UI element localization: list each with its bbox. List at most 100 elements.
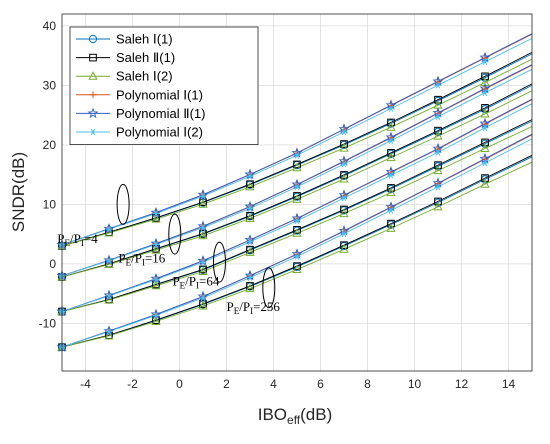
- star-marker: [432, 142, 444, 154]
- square-marker: [340, 205, 348, 214]
- data-point: [481, 159, 489, 167]
- triangle-marker: [386, 152, 396, 162]
- data-point: [432, 75, 444, 87]
- triangle-marker: [386, 187, 396, 197]
- y-tick-label: 10: [43, 197, 57, 211]
- triangle-marker: [386, 223, 396, 232]
- data-point: [89, 53, 97, 62]
- legend-box: [69, 26, 259, 145]
- data-point: [246, 180, 254, 188]
- legend-label: Polynomial Ⅱ(1): [116, 106, 205, 121]
- data-point: [293, 217, 301, 225]
- triangle-marker: [245, 247, 255, 256]
- asterisk-marker-arm: [106, 292, 112, 300]
- triangle-marker: [151, 245, 161, 254]
- triangle-marker: [245, 213, 255, 222]
- group-ellipses: [116, 183, 276, 309]
- plot-frame: [61, 13, 533, 372]
- asterisk-marker-arm: [435, 183, 441, 191]
- data-point: [340, 128, 348, 136]
- triangle-marker: [433, 201, 443, 211]
- data-point: [481, 58, 489, 66]
- asterisk-marker-arm: [153, 210, 159, 217]
- square-marker: [340, 171, 348, 179]
- data-point: [434, 183, 442, 191]
- square-marker: [434, 95, 442, 104]
- triangle-marker: [339, 244, 349, 253]
- data-point: [339, 208, 349, 218]
- triangle-marker: [88, 71, 98, 80]
- triangle-marker: [245, 181, 255, 191]
- triangle-marker: [292, 194, 302, 203]
- data-point: [104, 330, 114, 340]
- data-point: [339, 174, 349, 183]
- data-point: [340, 241, 348, 249]
- data-point: [198, 230, 208, 240]
- triangle-marker: [480, 108, 490, 118]
- star-marker: [385, 201, 397, 212]
- data-point: [479, 51, 491, 63]
- data-point: [340, 205, 348, 214]
- data-point: [433, 201, 443, 211]
- group-ellipse: [212, 241, 226, 283]
- data-point: [245, 181, 255, 191]
- legend-label: Polynomial Ⅰ(1): [116, 87, 203, 102]
- square-marker: [481, 138, 489, 147]
- asterisk-marker-arm: [341, 160, 347, 168]
- x-tick-label: 14: [502, 377, 516, 391]
- data-point: [387, 184, 395, 192]
- triangle-marker: [151, 280, 161, 290]
- data-point: [103, 325, 115, 336]
- data-point: [199, 198, 207, 206]
- data-point: [481, 104, 489, 112]
- data-point: [87, 107, 99, 119]
- data-point: [386, 223, 396, 232]
- triangle-marker: [198, 199, 208, 208]
- data-point: [199, 224, 207, 231]
- data-point: [246, 173, 254, 180]
- triangle-marker: [480, 143, 490, 153]
- square-marker: [481, 72, 489, 81]
- triangle-marker: [433, 165, 443, 175]
- data-point: [199, 294, 207, 302]
- asterisk-marker-arm: [294, 253, 300, 260]
- square-marker: [387, 118, 395, 127]
- data-point: [151, 280, 161, 290]
- data-point: [433, 165, 443, 175]
- square-marker: [199, 300, 207, 308]
- data-point: [434, 197, 442, 206]
- star-marker: [385, 166, 397, 177]
- x-tick-label: 6: [317, 377, 324, 391]
- group-annotation: PE/PI=16: [118, 251, 165, 268]
- data-point: [434, 113, 442, 120]
- asterisk-marker-arm: [482, 89, 488, 96]
- square-marker: [199, 265, 207, 274]
- data-point: [88, 34, 98, 44]
- star-marker: [103, 254, 115, 265]
- data-point: [199, 265, 207, 274]
- data-point: [387, 137, 395, 144]
- triangle-marker: [339, 208, 349, 218]
- asterisk-marker-arm: [247, 274, 253, 281]
- x-tick-label: 10: [408, 377, 422, 391]
- data-point: [385, 166, 397, 177]
- star-marker: [103, 325, 115, 336]
- asterisk-marker-arm: [482, 124, 488, 132]
- data-point: [246, 211, 254, 220]
- data-point: [198, 300, 208, 310]
- star-marker: [432, 75, 444, 87]
- data-point: [293, 253, 301, 260]
- triangle-marker: [292, 264, 302, 274]
- group-annotation: PE/PI=256: [227, 299, 281, 316]
- group-ellipse: [116, 183, 130, 225]
- square-marker: [246, 180, 254, 188]
- data-point: [340, 230, 348, 237]
- asterisk-marker-arm: [247, 238, 253, 246]
- group-annotation: PE/PI=4: [57, 231, 98, 248]
- data-point: [385, 131, 397, 143]
- data-point: [152, 276, 160, 283]
- star-marker: [479, 82, 491, 94]
- square-marker: [387, 219, 395, 228]
- data-point: [103, 222, 115, 234]
- data-point: [481, 124, 489, 132]
